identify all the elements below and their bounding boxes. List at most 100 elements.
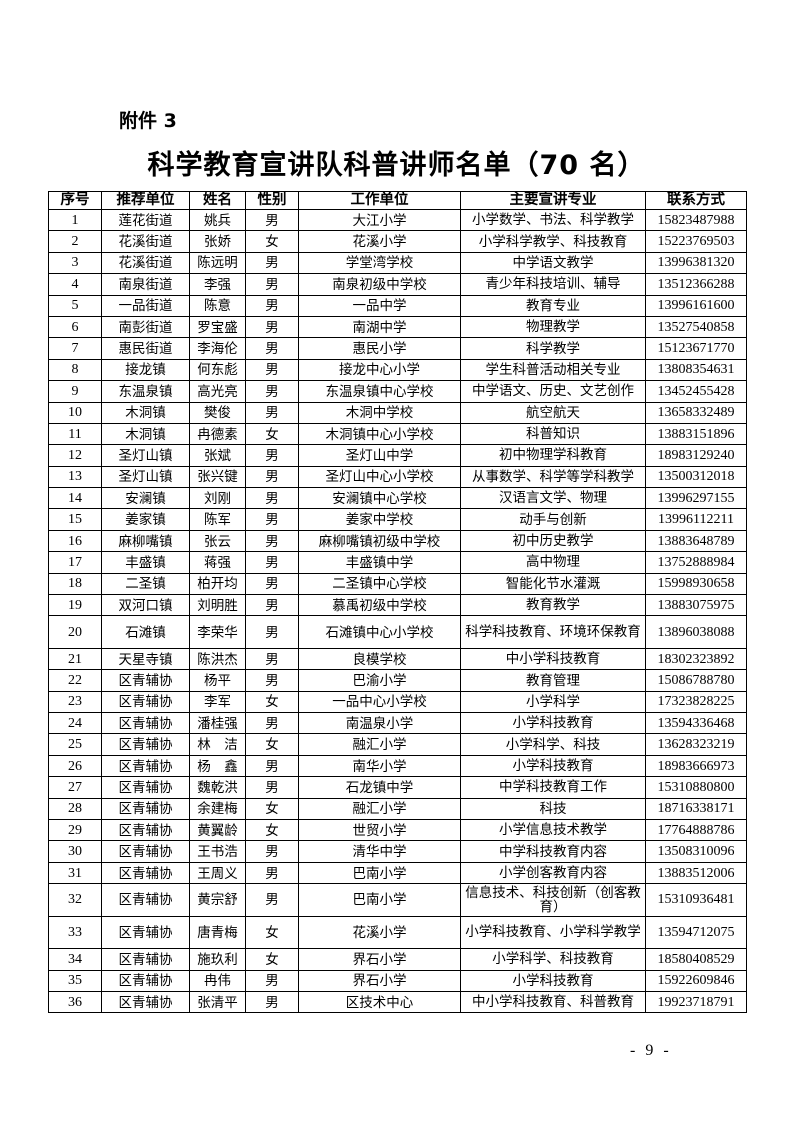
cell-name: 冉伟 xyxy=(189,969,246,993)
cell-contact: 15123671770 xyxy=(645,337,747,360)
cell-contact: 13996297155 xyxy=(645,487,747,510)
cell-index: 15 xyxy=(48,508,102,531)
cell-index: 20 xyxy=(48,615,102,649)
cell-contact: 15310880800 xyxy=(645,776,747,799)
cell-name: 樊俊 xyxy=(189,401,246,424)
cell-recommending-unit: 东温泉镇 xyxy=(101,380,190,403)
cell-gender: 男 xyxy=(245,251,299,275)
cell-name: 张云 xyxy=(189,529,246,553)
cell-recommending-unit: 木洞镇 xyxy=(101,422,190,446)
document-title: 科学教育宣讲队科普讲师名单（70 名） xyxy=(147,150,646,181)
cell-index: 26 xyxy=(48,754,102,778)
table-row: 27 区青辅协 魏乾洪男石龙镇中学 中学科技教育工作 15310880800 xyxy=(48,776,747,799)
attachment-label: 附件 3 xyxy=(119,110,177,132)
cell-specialty: 中小学科技教育 xyxy=(460,647,646,671)
cell-recommending-unit: 区青辅协 xyxy=(101,883,190,917)
cell-name: 余建梅 xyxy=(189,797,246,821)
cell-name: 李海伦 xyxy=(189,337,246,360)
cell-index: 22 xyxy=(48,669,102,692)
table-row: 25 区青辅协林 洁女融汇小学 小学科学、科技 13628323219 xyxy=(48,733,747,756)
cell-specialty: 青少年科技培训、辅导 xyxy=(460,273,646,296)
cell-recommending-unit: 区青辅协 xyxy=(101,733,190,756)
cell-index: 4 xyxy=(48,273,102,296)
page-number: - 9 - xyxy=(630,1042,672,1059)
table-row: 7 惠民街道 李海伦男惠民小学 科学教学 15123671770 xyxy=(48,337,747,360)
table-row: 36 区青辅协 张清平男区技术中心 中小学科技教育、科普教育 19923718791 xyxy=(48,990,747,1014)
cell-recommending-unit: 接龙镇 xyxy=(101,358,190,382)
table-row: 33 区青辅协 唐青梅女花溪小学 小学科技教育、小学科学教学 13594712075 xyxy=(48,915,747,950)
table-row: 22 区青辅协 杨平男巴渝小学 教育管理 15086788780 xyxy=(48,669,747,692)
cell-index: 11 xyxy=(48,422,102,446)
cell-specialty: 中小学科技教育、科普教育 xyxy=(460,990,646,1014)
cell-recommending-unit: 南泉街道 xyxy=(101,273,190,296)
cell-workplace: 安澜镇中心学校 xyxy=(298,487,461,510)
cell-recommending-unit: 麻柳嘴镇 xyxy=(101,529,190,553)
cell-recommending-unit: 区青辅协 xyxy=(101,712,190,735)
cell-workplace: 花溪小学 xyxy=(298,915,461,950)
cell-recommending-unit: 区青辅协 xyxy=(101,669,190,692)
cell-name: 姚兵 xyxy=(189,208,246,232)
cell-workplace: 南温泉小学 xyxy=(298,712,461,735)
cell-name: 张清平 xyxy=(189,990,246,1014)
cell-specialty: 小学科学、科技 xyxy=(460,733,646,756)
cell-workplace: 接龙中心小学 xyxy=(298,358,461,382)
cell-contact: 13594336468 xyxy=(645,712,747,735)
cell-index: 8 xyxy=(48,358,102,382)
cell-recommending-unit: 安澜镇 xyxy=(101,487,190,510)
cell-contact: 15823487988 xyxy=(645,208,747,232)
cell-specialty: 小学科学教学、科技教育 xyxy=(460,230,646,253)
cell-name: 刘明胜 xyxy=(189,594,246,617)
cell-gender: 男 xyxy=(245,990,299,1014)
cell-specialty: 中学科技教育工作 xyxy=(460,776,646,799)
cell-specialty: 初中历史教学 xyxy=(460,529,646,553)
cell-name: 李荣华 xyxy=(189,615,246,649)
table-row: 15 姜家镇 陈军男姜家中学校 动手与创新 13996112211 xyxy=(48,508,747,531)
cell-index: 30 xyxy=(48,840,102,863)
cell-index: 1 xyxy=(48,208,102,232)
cell-contact: 15310936481 xyxy=(645,883,747,917)
cell-name: 王周义 xyxy=(189,861,246,885)
cell-recommending-unit: 惠民街道 xyxy=(101,337,190,360)
cell-gender: 男 xyxy=(245,840,299,863)
cell-contact: 13896038088 xyxy=(645,615,747,649)
cell-contact: 17323828225 xyxy=(645,690,747,714)
cell-contact: 18716338171 xyxy=(645,797,747,821)
table-row: 17 丰盛镇 蒋强男丰盛镇中学 高中物理 13752888984 xyxy=(48,551,747,574)
cell-specialty: 初中物理学科教育 xyxy=(460,444,646,467)
cell-contact: 13883648789 xyxy=(645,529,747,553)
table-row: 18 二圣镇 柏开均男二圣镇中心学校 智能化节水灌溉 15998930658 xyxy=(48,572,747,596)
cell-contact: 13883151896 xyxy=(645,422,747,446)
cell-gender: 女 xyxy=(245,948,299,971)
cell-contact: 15223769503 xyxy=(645,230,747,253)
cell-workplace: 界石小学 xyxy=(298,969,461,993)
cell-index: 21 xyxy=(48,647,102,671)
cell-specialty: 小学数学、书法、科学教学 xyxy=(460,208,646,232)
cell-workplace: 融汇小学 xyxy=(298,797,461,821)
cell-workplace: 木洞中学校 xyxy=(298,401,461,424)
cell-specialty: 航空航天 xyxy=(460,401,646,424)
cell-gender: 男 xyxy=(245,572,299,596)
cell-gender: 男 xyxy=(245,883,299,917)
cell-contact: 15086788780 xyxy=(645,669,747,692)
header-specialty: 主要宣讲专业 xyxy=(460,191,646,210)
cell-name: 杨 鑫 xyxy=(189,754,246,778)
cell-gender: 男 xyxy=(245,273,299,296)
cell-workplace: 二圣镇中心学校 xyxy=(298,572,461,596)
cell-workplace: 大江小学 xyxy=(298,208,461,232)
cell-contact: 13996112211 xyxy=(645,508,747,531)
cell-gender: 男 xyxy=(245,647,299,671)
cell-workplace: 清华中学 xyxy=(298,840,461,863)
header-workplace: 工作单位 xyxy=(298,191,461,210)
cell-recommending-unit: 石滩镇 xyxy=(101,615,190,649)
cell-contact: 13452455428 xyxy=(645,380,747,403)
cell-contact: 13500312018 xyxy=(645,465,747,489)
cell-workplace: 学堂湾学校 xyxy=(298,251,461,275)
table-body: 1 莲花街道 姚兵男大江小学 小学数学、书法、科学教学 15823487988 2 花溪街道… xyxy=(48,208,747,1014)
cell-recommending-unit: 二圣镇 xyxy=(101,572,190,596)
cell-contact: 13996381320 xyxy=(645,251,747,275)
cell-gender: 男 xyxy=(245,208,299,232)
cell-contact: 17764888786 xyxy=(645,819,747,842)
cell-name: 施玖利 xyxy=(189,948,246,971)
header-gender: 性别 xyxy=(245,191,299,210)
cell-index: 24 xyxy=(48,712,102,735)
